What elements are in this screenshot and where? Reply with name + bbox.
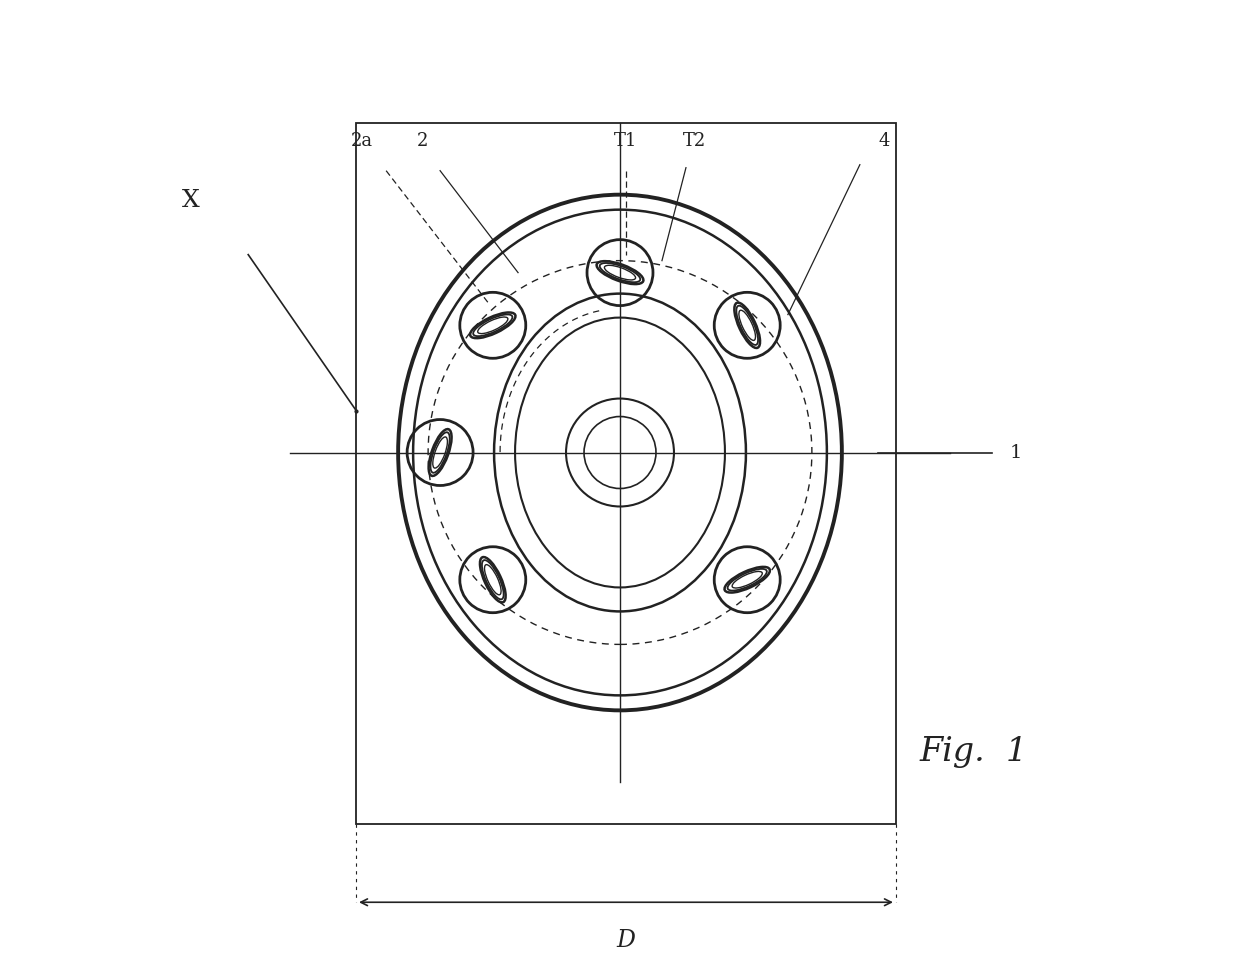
Text: 2a: 2a xyxy=(351,131,373,150)
Text: Fig.  1: Fig. 1 xyxy=(920,736,1028,768)
Text: 2: 2 xyxy=(417,131,428,150)
Text: D: D xyxy=(616,929,635,952)
Text: 1: 1 xyxy=(1009,444,1022,461)
Bar xyxy=(356,123,895,824)
Text: T1: T1 xyxy=(614,131,637,150)
Text: 4: 4 xyxy=(878,131,889,150)
Text: X: X xyxy=(182,189,200,212)
Text: T2: T2 xyxy=(683,131,707,150)
